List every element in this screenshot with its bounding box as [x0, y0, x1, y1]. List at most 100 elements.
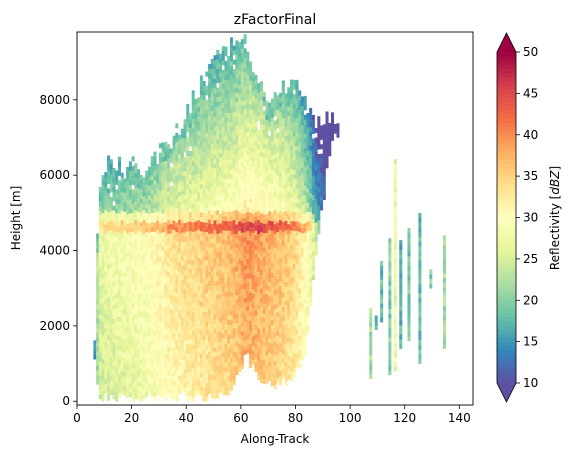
heatmap-cell: [399, 291, 403, 297]
heatmap-cell: [229, 362, 233, 368]
heatmap-cell: [235, 214, 239, 220]
heatmap-cell: [101, 198, 105, 204]
x-tick-label: 80: [288, 411, 303, 425]
heatmap-cell: [137, 315, 141, 321]
heatmap-cell: [96, 266, 100, 272]
heatmap-cell: [251, 350, 255, 356]
heatmap-cell: [167, 360, 171, 366]
heatmap-cell: [295, 79, 299, 85]
heatmap-cell: [194, 334, 198, 340]
heatmap-cell: [246, 277, 250, 283]
heatmap-cell: [96, 242, 100, 248]
heatmap-cell: [101, 208, 105, 214]
heatmap-cell: [191, 151, 195, 157]
heatmap-cell: [407, 312, 411, 318]
heatmap-cell: [126, 383, 130, 389]
heatmap-cell: [145, 311, 149, 317]
heatmap-cell: [164, 198, 168, 204]
heatmap-cell: [259, 344, 264, 350]
heatmap-cell: [208, 129, 212, 135]
heatmap-cell: [194, 169, 198, 175]
heatmap-cell: [188, 395, 192, 401]
heatmap-cell: [148, 218, 152, 224]
heatmap-cell: [295, 159, 299, 165]
heatmap-cell: [208, 346, 212, 352]
heatmap-cell: [216, 257, 220, 263]
heatmap-cell: [290, 310, 294, 316]
heatmap-cell: [216, 341, 220, 347]
heatmap-cell: [128, 198, 132, 204]
heatmap-cell: [273, 134, 277, 140]
heatmap-cell: [153, 274, 157, 280]
heatmap-cell: [243, 151, 247, 157]
heatmap-cell: [134, 196, 138, 202]
heatmap-cell: [243, 67, 247, 73]
heatmap-cell: [199, 315, 203, 321]
heatmap-cell: [107, 179, 111, 185]
heatmap-cell: [115, 372, 119, 378]
heatmap-cell: [156, 357, 160, 363]
heatmap-cell: [123, 286, 127, 292]
heatmap-cell: [194, 202, 198, 208]
heatmap-cell: [153, 358, 157, 364]
heatmap-cell: [265, 209, 269, 215]
heatmap-cell: [303, 100, 307, 106]
heatmap-cell: [281, 151, 285, 157]
heatmap-cell: [273, 224, 277, 230]
heatmap-cell: [188, 169, 192, 175]
heatmap-cell: [134, 191, 138, 197]
heatmap-cell: [213, 309, 217, 315]
heatmap-cell: [295, 254, 299, 260]
heatmap-cell: [292, 108, 296, 114]
heatmap-cell: [197, 304, 201, 310]
heatmap-cell: [194, 211, 198, 217]
heatmap-cell: [208, 238, 212, 244]
heatmap-cell: [300, 298, 304, 304]
heatmap-cell: [120, 389, 124, 395]
heatmap-cell: [249, 103, 253, 109]
heatmap-cell: [257, 266, 261, 272]
heatmap-cell: [298, 260, 302, 266]
heatmap-cell: [131, 335, 135, 341]
heatmap-cell: [186, 193, 190, 199]
heatmap-cell: [172, 239, 176, 245]
heatmap-cell: [219, 275, 223, 281]
heatmap-cell: [243, 123, 247, 129]
heatmap-cell: [172, 168, 176, 174]
heatmap-cell: [221, 140, 225, 146]
heatmap-cell: [210, 200, 214, 206]
heatmap-cell: [104, 200, 108, 206]
heatmap-cell: [134, 219, 138, 225]
heatmap-cell: [295, 117, 299, 123]
heatmap-cell: [273, 181, 277, 187]
heatmap-cell: [148, 364, 152, 370]
heatmap-cell: [290, 201, 294, 207]
heatmap-cell: [128, 312, 132, 318]
heatmap-cell: [139, 184, 143, 190]
heatmap-cell: [224, 169, 228, 175]
heatmap-cell: [131, 283, 135, 289]
heatmap-cell: [257, 196, 261, 202]
heatmap-cell: [309, 272, 313, 278]
heatmap-cell: [150, 297, 154, 303]
heatmap-cell: [290, 112, 294, 118]
heatmap-cell: [164, 184, 168, 190]
heatmap-cell: [235, 299, 239, 305]
heatmap-cell: [281, 344, 285, 350]
heatmap-cell: [107, 268, 111, 274]
heatmap-cell: [262, 233, 266, 239]
heatmap-cell: [265, 369, 269, 375]
heatmap-cell: [167, 144, 171, 150]
heatmap-cell: [279, 380, 283, 386]
heatmap-cell: [281, 104, 285, 110]
heatmap-cell: [229, 352, 233, 358]
heatmap-cell: [259, 368, 264, 374]
heatmap-cell: [246, 103, 250, 109]
heatmap-cell: [292, 258, 296, 264]
heatmap-cell: [273, 191, 277, 197]
heatmap-cell: [221, 83, 225, 89]
heatmap-cell: [169, 219, 173, 225]
heatmap-cell: [238, 136, 242, 142]
heatmap-cell: [273, 379, 277, 385]
heatmap-cell: [257, 92, 261, 98]
